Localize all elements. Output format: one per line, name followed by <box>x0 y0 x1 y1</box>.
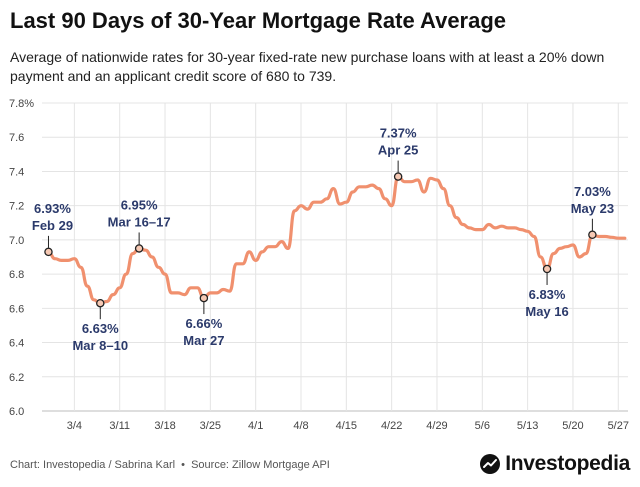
annotation-value: 6.63% <box>82 321 119 336</box>
annotation-value: 7.37% <box>380 126 417 141</box>
y-tick-label: 6.0 <box>9 406 24 418</box>
y-tick-label: 7.4 <box>9 166 24 178</box>
investopedia-mark-icon <box>480 454 501 474</box>
annotation: 6.93% Feb 29 <box>32 201 73 257</box>
annotation-date: May 16 <box>525 304 568 319</box>
annotation: 6.66% Mar 27 <box>183 293 224 348</box>
annotation-value: 6.95% <box>121 197 158 212</box>
chart-subtitle: Average of nationwide rates for 30-year … <box>10 49 605 84</box>
annotation: 6.95% Mar 16–17 <box>108 197 171 253</box>
series-layer <box>46 175 627 305</box>
annotation-value: 6.66% <box>185 316 222 331</box>
series-line <box>46 175 627 305</box>
investopedia-logo: Investopedia <box>480 452 630 476</box>
annotation-marker <box>44 247 53 257</box>
annotation-date: May 23 <box>571 201 614 216</box>
annotation-marker <box>542 264 552 274</box>
grid-lines <box>42 102 628 412</box>
annotation-value: 7.03% <box>574 184 611 199</box>
y-tick-label: 6.8 <box>9 269 24 281</box>
y-tick-label: 6.2 <box>9 372 24 384</box>
y-tick-label: 7.0 <box>9 235 24 247</box>
annotation-marker <box>199 293 209 303</box>
y-tick-label: 7.8% <box>9 98 34 110</box>
annotation: 6.63% Mar 8–10 <box>72 298 128 353</box>
x-tick-label: 3/18 <box>154 420 175 432</box>
annotation-marker <box>134 244 144 253</box>
annotation-marker <box>96 298 105 308</box>
x-tick-label: 3/11 <box>109 420 130 432</box>
source-text: Source: Zillow Mortgage API <box>191 459 330 471</box>
annotation: 7.37% Apr 25 <box>378 126 418 181</box>
annotation-marker <box>588 230 597 240</box>
annotation-value: 6.93% <box>34 201 71 216</box>
x-tick-label: 4/1 <box>248 420 263 432</box>
x-tick-label: 4/15 <box>336 420 357 432</box>
credit-text: Chart: Investopedia / Sabrina Karl <box>10 459 176 471</box>
annotation-date: Apr 25 <box>378 143 418 158</box>
y-tick-label: 6.6 <box>9 303 24 315</box>
annotation-date: Mar 27 <box>183 333 224 348</box>
chart-credit: Chart: Investopedia / Sabrina Karl • Sou… <box>10 459 330 471</box>
brand-name: Investopedia <box>505 452 630 475</box>
y-tick-label: 7.6 <box>9 132 24 144</box>
x-tick-label: 5/13 <box>517 420 538 432</box>
y-tick-label: 6.4 <box>9 338 24 350</box>
annotation-date: Feb 29 <box>32 218 73 233</box>
annotation-date: Mar 16–17 <box>108 214 171 229</box>
annotations: 6.93%Feb 296.63%Mar 8–106.95%Mar 16–176.… <box>32 126 614 354</box>
chart-title: Last 90 Days of 30-Year Mortgage Rate Av… <box>10 8 507 33</box>
x-tick-label: 4/8 <box>293 420 308 432</box>
annotation-date: Mar 8–10 <box>72 338 128 353</box>
axis-labels: 6.0 6.2 6.4 6.6 6.8 7.0 7.2 7.4 7.6 7.8% 3/4 3/11 3/… <box>9 98 629 432</box>
x-tick-label: 3/4 <box>67 420 82 432</box>
x-tick-label: 5/20 <box>562 420 583 432</box>
x-tick-label: 5/27 <box>608 420 629 432</box>
x-tick-label: 4/22 <box>381 420 402 432</box>
annotation-value: 6.83% <box>529 287 566 302</box>
x-tick-label: 4/29 <box>426 420 447 432</box>
annotation-marker <box>393 172 403 181</box>
x-tick-label: 5/6 <box>475 420 490 432</box>
credit-separator: • <box>181 459 186 471</box>
annotation: 7.03% May 23 <box>571 184 614 240</box>
annotation: 6.83% May 16 <box>525 264 569 319</box>
y-tick-label: 7.2 <box>9 201 24 213</box>
x-tick-label: 3/25 <box>200 420 221 432</box>
